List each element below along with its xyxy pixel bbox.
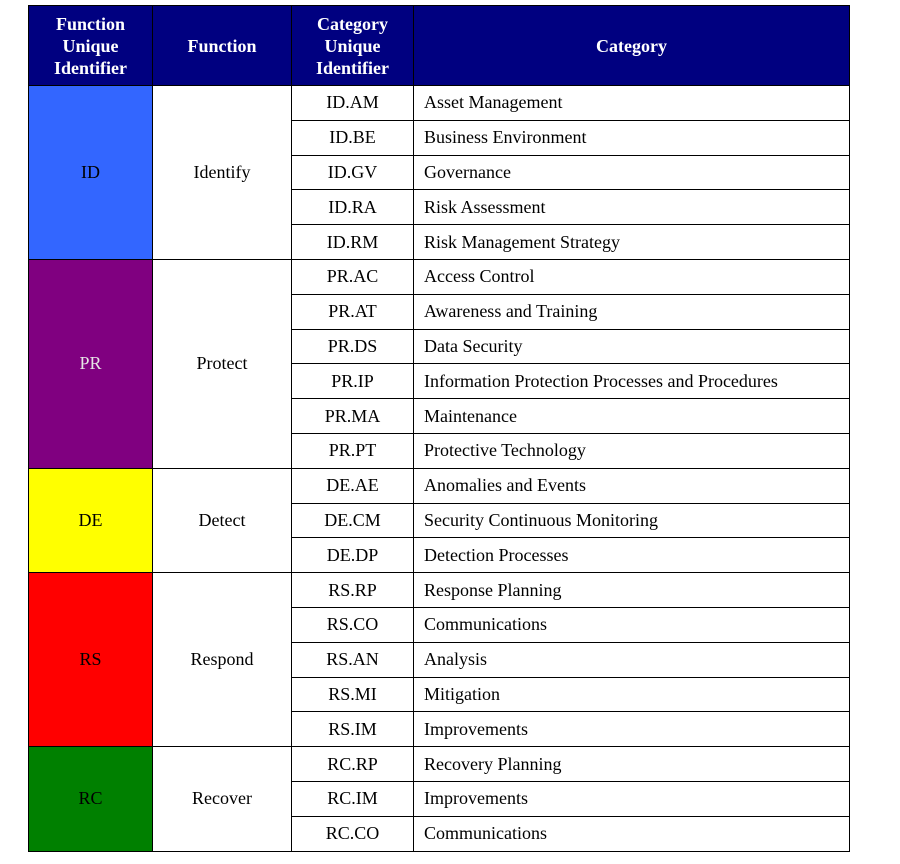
category-row: RC.CO Communications <box>29 815 850 852</box>
category-name: Asset Management <box>413 85 850 121</box>
header-text: Category Unique Identifier <box>316 13 389 78</box>
header-text: Function Unique Identifier <box>54 13 127 78</box>
category-id: ID.RM <box>291 224 414 260</box>
header-cell: Function <box>152 5 292 86</box>
category-row: RS.AN Analysis <box>29 641 850 678</box>
category-id: ID.BE <box>291 119 414 156</box>
category-id: PR.AT <box>291 293 414 330</box>
category-id: PR.PT <box>291 432 414 469</box>
header-text: Category <box>596 35 667 56</box>
category-row: PR.PT Protective Technology <box>29 432 850 469</box>
function-name: Recover <box>152 746 292 852</box>
category-row: DE.DP Detection Processes <box>29 537 850 574</box>
category-name: Risk Assessment <box>413 189 850 226</box>
category-row: PR.DS Data Security <box>29 328 850 365</box>
table-body: ID Identify ID.AM Asset Management ID.BE Busi… <box>28 85 850 852</box>
category-id: PR.AC <box>291 258 414 295</box>
category-id: RC.IM <box>291 780 414 817</box>
function-id: RS <box>28 572 153 748</box>
category-row: PR.MA Maintenance <box>29 398 850 434</box>
category-name: Risk Management Strategy <box>413 224 850 260</box>
function-name: Protect <box>152 258 292 469</box>
category-name: Communications <box>413 815 850 852</box>
function-name: Detect <box>152 467 292 574</box>
category-name: Anomalies and Events <box>413 467 850 504</box>
category-name: Recovery Planning <box>413 746 850 782</box>
category-row: DE.CM Security Continuous Monitoring <box>29 502 850 539</box>
category-row: RS.IM Improvements <box>29 711 850 748</box>
category-row: PR.IP Information Protection Processes an… <box>29 363 850 400</box>
function-id: PR <box>28 258 153 469</box>
category-id: ID.GV <box>291 154 414 191</box>
function-name: Respond <box>152 572 292 748</box>
category-id: PR.MA <box>291 398 414 434</box>
function-id: RC <box>28 746 153 852</box>
header-cell: Category Unique Identifier <box>291 5 414 86</box>
header-cell: Category <box>413 5 850 86</box>
framework-table: Function Unique Identifier Function Catego… <box>28 5 850 852</box>
category-row: RS Respond RS.RP Response Planning <box>28 572 850 748</box>
category-name: Maintenance <box>413 398 850 434</box>
category-name: Governance <box>413 154 850 191</box>
category-row: PR Protect PR.AC Access Control <box>28 258 850 469</box>
category-row: ID.RA Risk Assessment <box>29 189 850 226</box>
category-name: Information Protection Processes and Pro… <box>413 363 850 400</box>
category-row: ID.BE Business Environment <box>29 119 850 156</box>
category-id: ID.AM <box>291 85 414 121</box>
category-name: Response Planning <box>413 572 850 608</box>
category-row: ID.RM Risk Management Strategy <box>29 224 850 260</box>
function-id: DE <box>28 467 153 574</box>
category-row: RS.MI Mitigation <box>29 676 850 713</box>
function-name: Identify <box>152 85 292 260</box>
category-id: PR.DS <box>291 328 414 365</box>
category-id: RS.MI <box>291 676 414 713</box>
category-id: RS.RP <box>291 572 414 608</box>
category-id: RS.CO <box>291 606 414 643</box>
category-name: Protective Technology <box>413 432 850 469</box>
category-row: RC Recover RC.RP Recovery Planning <box>28 746 850 852</box>
category-name: Awareness and Training <box>413 293 850 330</box>
category-row: RS.CO Communications <box>29 606 850 643</box>
category-row: PR.AT Awareness and Training <box>29 293 850 330</box>
category-name: Business Environment <box>413 119 850 156</box>
category-id: RC.CO <box>291 815 414 852</box>
category-id: RS.AN <box>291 641 414 678</box>
table-header: Function Unique Identifier Function Catego… <box>28 5 850 86</box>
category-id: DE.DP <box>291 537 414 574</box>
function-id: ID <box>28 85 153 260</box>
category-id: DE.AE <box>291 467 414 504</box>
category-name: Improvements <box>413 780 850 817</box>
category-name: Communications <box>413 606 850 643</box>
category-row: DE Detect DE.AE Anomalies and Events <box>28 467 850 574</box>
header-text: Function <box>187 35 257 56</box>
category-row: ID Identify ID.AM Asset Management <box>28 85 850 260</box>
category-name: Mitigation <box>413 676 850 713</box>
category-id: RC.RP <box>291 746 414 782</box>
category-name: Analysis <box>413 641 850 678</box>
category-id: DE.CM <box>291 502 414 539</box>
category-name: Improvements <box>413 711 850 748</box>
category-name: Data Security <box>413 328 850 365</box>
category-id: PR.IP <box>291 363 414 400</box>
category-name: Security Continuous Monitoring <box>413 502 850 539</box>
category-id: RS.IM <box>291 711 414 748</box>
category-row: RC.IM Improvements <box>29 780 850 817</box>
header-cell: Function Unique Identifier <box>28 5 153 86</box>
category-id: ID.RA <box>291 189 414 226</box>
category-name: Detection Processes <box>413 537 850 574</box>
category-name: Access Control <box>413 258 850 295</box>
category-row: ID.GV Governance <box>29 154 850 191</box>
header-row: Function Unique Identifier Function Catego… <box>28 5 850 86</box>
